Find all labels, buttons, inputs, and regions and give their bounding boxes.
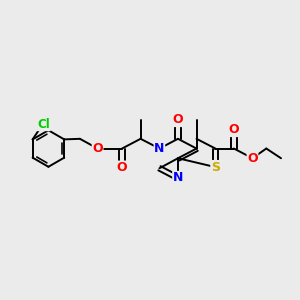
- Text: O: O: [229, 124, 239, 136]
- Text: O: O: [173, 113, 183, 127]
- Text: Cl: Cl: [38, 118, 50, 130]
- Text: N: N: [154, 142, 165, 155]
- Text: N: N: [173, 172, 183, 184]
- Text: O: O: [247, 152, 258, 165]
- Text: O: O: [117, 161, 127, 174]
- Text: O: O: [92, 142, 103, 155]
- Text: S: S: [211, 160, 220, 174]
